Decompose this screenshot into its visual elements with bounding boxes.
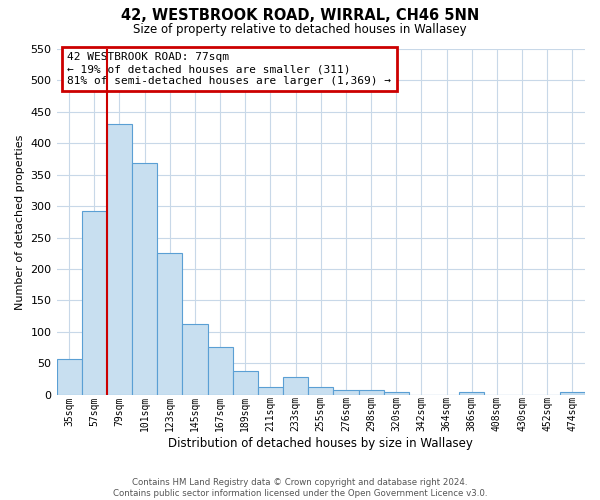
Bar	[359, 390, 383, 395]
Bar	[560, 392, 585, 395]
Bar	[334, 390, 359, 395]
Bar	[82, 210, 107, 395]
Bar	[258, 386, 283, 395]
Bar	[132, 164, 157, 395]
Text: 42 WESTBROOK ROAD: 77sqm
← 19% of detached houses are smaller (311)
81% of semi-: 42 WESTBROOK ROAD: 77sqm ← 19% of detach…	[67, 52, 391, 86]
X-axis label: Distribution of detached houses by size in Wallasey: Distribution of detached houses by size …	[169, 437, 473, 450]
Bar	[56, 359, 82, 395]
Bar	[283, 377, 308, 395]
Bar	[233, 371, 258, 395]
Text: Size of property relative to detached houses in Wallasey: Size of property relative to detached ho…	[133, 22, 467, 36]
Y-axis label: Number of detached properties: Number of detached properties	[15, 134, 25, 310]
Bar	[383, 392, 409, 395]
Bar	[308, 386, 334, 395]
Text: 42, WESTBROOK ROAD, WIRRAL, CH46 5NN: 42, WESTBROOK ROAD, WIRRAL, CH46 5NN	[121, 8, 479, 22]
Bar	[208, 347, 233, 395]
Bar	[157, 252, 182, 395]
Bar	[182, 324, 208, 395]
Text: Contains HM Land Registry data © Crown copyright and database right 2024.
Contai: Contains HM Land Registry data © Crown c…	[113, 478, 487, 498]
Bar	[459, 392, 484, 395]
Bar	[107, 124, 132, 395]
